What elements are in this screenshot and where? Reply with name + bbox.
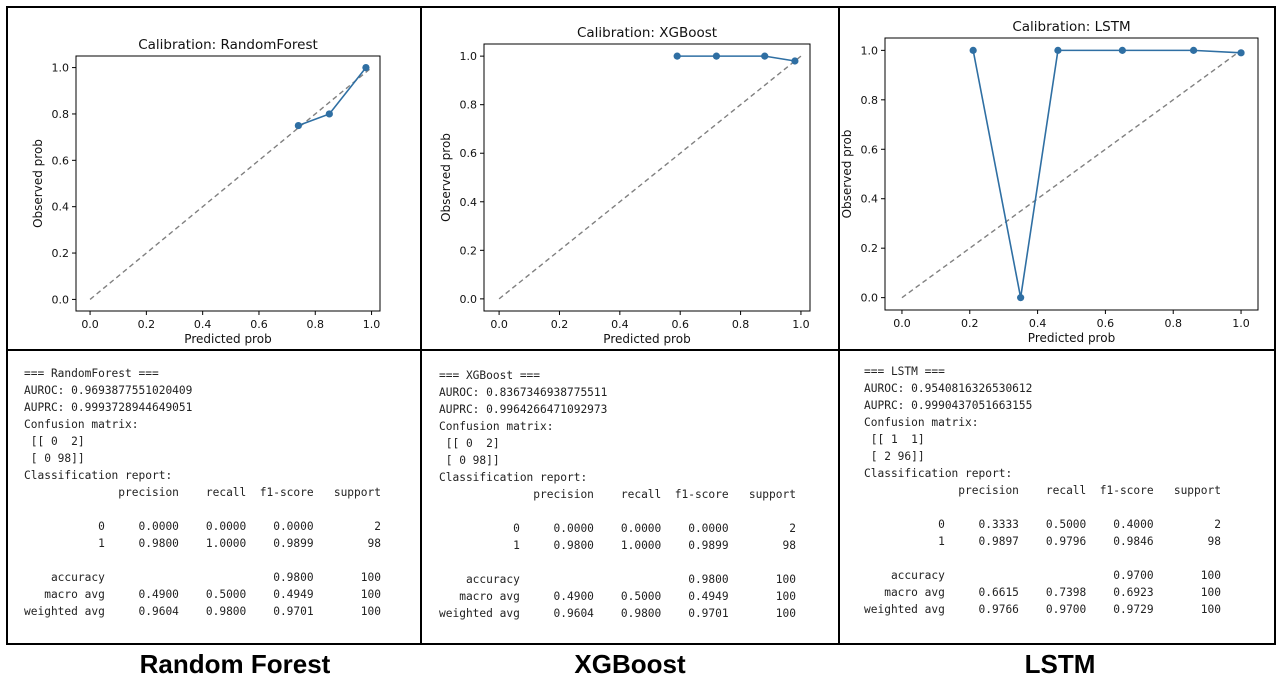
y-tick-label: 0.2 bbox=[460, 244, 478, 257]
y-tick-label: 0.6 bbox=[861, 143, 879, 156]
calibration-panel-xgboost: Calibration: XGBoost 0.0 0.2 0.4 0.6 0.8 1.0 0.… bbox=[420, 6, 840, 351]
classification-report-randomforest: === RandomForest === AUROC: 0.9693877551… bbox=[24, 367, 381, 618]
y-tick-label: 0.4 bbox=[861, 193, 879, 206]
calibration-chart-xgboost: Calibration: XGBoost 0.0 0.2 0.4 0.6 0.8 1.0 0.… bbox=[439, 25, 811, 346]
calibration-point bbox=[1054, 46, 1062, 54]
x-tick-label: 0.8 bbox=[1164, 317, 1182, 330]
calibration-series-line bbox=[677, 55, 796, 62]
x-tick-label: 1.0 bbox=[792, 318, 810, 331]
caption-xgboost: XGBoost bbox=[574, 649, 686, 679]
calibration-chart-randomforest: Calibration: RandomForest 0.0 0.2 0.4 0.6 0.8… bbox=[31, 37, 381, 346]
calibration-point bbox=[1118, 46, 1126, 54]
calibration-chart-lstm: Calibration: LSTM 0.0 0.2 0.4 0.6 0.8 1.0 0.0 0.… bbox=[840, 19, 1259, 345]
y-tick-label: 0.4 bbox=[52, 201, 70, 214]
x-tick-label: 0.0 bbox=[490, 318, 508, 331]
x-axis-label: Predicted prob bbox=[603, 332, 690, 346]
caption-random-forest: Random Forest bbox=[139, 649, 331, 679]
calibration-point bbox=[761, 52, 769, 60]
y-tick-label: 0.8 bbox=[52, 108, 70, 121]
y-tick-label: 0.6 bbox=[460, 147, 478, 160]
plot-frame bbox=[75, 55, 381, 312]
calibration-point bbox=[712, 52, 721, 60]
y-tick-label: 1.0 bbox=[861, 44, 879, 57]
x-tick-label: 0.6 bbox=[250, 318, 268, 331]
calibration-panel-lstm: Calibration: LSTM 0.0 0.2 0.4 0.6 0.8 1.0 0.0 0.… bbox=[838, 6, 1276, 351]
x-tick-label: 0.2 bbox=[551, 318, 569, 331]
calibration-point bbox=[1189, 46, 1198, 54]
report-panel-lstm: === LSTM === AUROC: 0.9540816326530612 A… bbox=[838, 349, 1276, 645]
calibration-point bbox=[673, 52, 681, 60]
x-tick-label: 1.0 bbox=[1232, 317, 1250, 330]
x-tick-label: 0.4 bbox=[1029, 317, 1047, 330]
reference-diagonal-line bbox=[901, 49, 1242, 299]
caption-lstm: LSTM bbox=[1024, 649, 1096, 679]
plot-frame bbox=[884, 37, 1259, 311]
y-axis-label: Observed prob bbox=[31, 139, 45, 228]
x-tick-label: 0.4 bbox=[611, 318, 629, 331]
x-tick-label: 0.0 bbox=[893, 317, 911, 330]
x-tick-label: 0.4 bbox=[194, 318, 212, 331]
reference-diagonal-line bbox=[498, 55, 802, 300]
chart-title: Calibration: RandomForest bbox=[138, 37, 318, 53]
y-tick-label: 0.6 bbox=[52, 154, 70, 167]
y-tick-label: 0.2 bbox=[861, 242, 879, 255]
y-tick-label: 1.0 bbox=[460, 50, 478, 63]
y-axis-label: Observed prob bbox=[840, 130, 854, 219]
y-tick-label: 0.0 bbox=[460, 293, 478, 306]
x-tick-label: 0.6 bbox=[1097, 317, 1115, 330]
calibration-series-line bbox=[972, 49, 1242, 298]
classification-report-lstm: === LSTM === AUROC: 0.9540816326530612 A… bbox=[864, 365, 1221, 616]
reference-diagonal-line bbox=[89, 67, 373, 300]
calibration-point bbox=[969, 46, 977, 54]
calibration-point bbox=[362, 63, 370, 72]
y-tick-label: 0.0 bbox=[861, 292, 879, 305]
x-tick-label: 1.0 bbox=[363, 318, 381, 331]
y-tick-label: 0.2 bbox=[52, 247, 70, 260]
x-tick-label: 0.0 bbox=[81, 318, 99, 331]
chart-title: Calibration: XGBoost bbox=[577, 25, 717, 41]
x-axis-label: Predicted prob bbox=[184, 332, 271, 346]
classification-report-xgboost: === XGBoost === AUROC: 0.836734693877551… bbox=[439, 369, 796, 620]
x-axis-label: Predicted prob bbox=[1028, 331, 1115, 345]
y-tick-label: 0.8 bbox=[460, 99, 478, 112]
x-tick-label: 0.8 bbox=[307, 318, 325, 331]
x-tick-label: 0.8 bbox=[732, 318, 750, 331]
report-panel-randomforest: === RandomForest === AUROC: 0.9693877551… bbox=[6, 349, 422, 645]
calibration-point bbox=[1017, 294, 1025, 302]
calibration-point bbox=[325, 110, 333, 118]
y-tick-label: 0.4 bbox=[460, 196, 478, 209]
x-tick-label: 0.2 bbox=[961, 317, 979, 330]
report-panel-xgboost: === XGBoost === AUROC: 0.836734693877551… bbox=[420, 349, 840, 645]
calibration-series-line bbox=[298, 67, 367, 127]
y-tick-label: 0.0 bbox=[52, 293, 70, 306]
y-tick-label: 1.0 bbox=[52, 62, 70, 75]
calibration-panel-randomforest: Calibration: RandomForest 0.0 0.2 0.4 0.6 0.8… bbox=[6, 6, 422, 351]
y-tick-label: 0.8 bbox=[861, 94, 879, 107]
calibration-point bbox=[1237, 49, 1245, 57]
plot-frame bbox=[483, 43, 811, 312]
x-tick-label: 0.2 bbox=[138, 318, 156, 331]
x-tick-label: 0.6 bbox=[671, 318, 689, 331]
chart-title: Calibration: LSTM bbox=[1012, 19, 1130, 35]
calibration-point bbox=[294, 121, 302, 130]
calibration-point bbox=[791, 57, 799, 65]
y-axis-label: Observed prob bbox=[439, 133, 453, 222]
